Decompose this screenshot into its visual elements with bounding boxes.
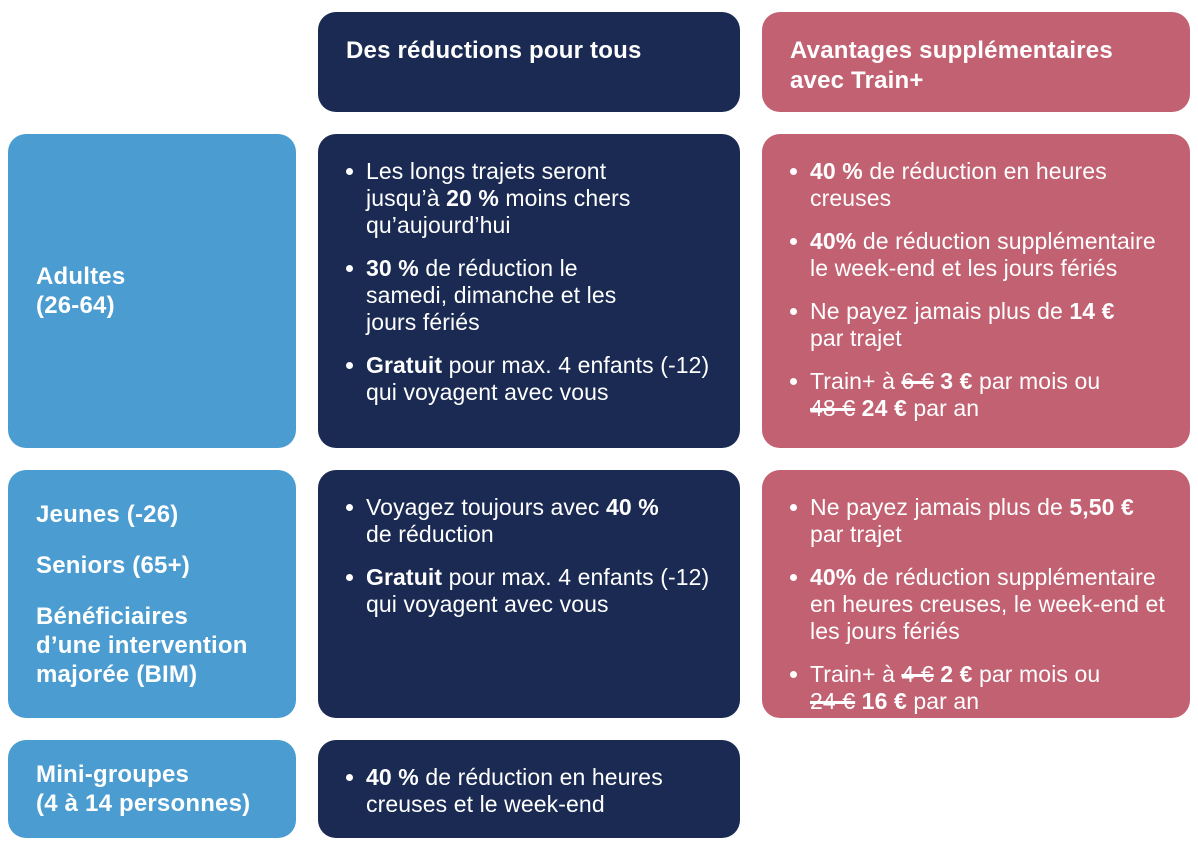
- bullets-adultes-everyone: Les longs trajets seront jusqu’à 20 % mo…: [318, 134, 740, 448]
- bullet-item: Ne payez jamais plus de 14 € par trajet: [788, 298, 1172, 352]
- audience-label: Adultes (26-64): [36, 263, 126, 319]
- column-header-trainplus: Avantages supplémentaires avec Train+: [762, 12, 1190, 112]
- empty-bottom-right-cell: [762, 740, 1190, 838]
- audience-mini-groupes: Mini-groupes (4 à 14 personnes): [8, 740, 296, 838]
- bullet-item: Gratuit pour max. 4 enfants (-12) qui vo…: [344, 564, 722, 618]
- bullet-item: 40 % de réduction en heures creuses et l…: [344, 764, 722, 818]
- bullets-jeunes-everyone: Voyagez toujours avec 40 % de réduction G…: [318, 470, 740, 718]
- bullet-item: 40 % de réduction en heures creuses: [788, 158, 1172, 212]
- empty-corner-cell: [8, 12, 296, 112]
- bullet-item: 30 % de réduction le samedi, dimanche et…: [344, 255, 722, 336]
- bullet-item: 40% de réduction supplémentaire le week-…: [788, 228, 1172, 282]
- bullets-adultes-trainplus: 40 % de réduction en heures creuses 40% d…: [762, 134, 1190, 448]
- bullet-item: Train+ à 6 € 3 € par mois ou 48 € 24 € p…: [788, 368, 1172, 422]
- bullets-jeunes-trainplus: Ne payez jamais plus de 5,50 € par traje…: [762, 470, 1190, 718]
- bullets-mini-groupes-everyone: 40 % de réduction en heures creuses et l…: [318, 740, 740, 838]
- bullet-item: Les longs trajets seront jusqu’à 20 % mo…: [344, 158, 722, 239]
- bullet-item: Gratuit pour max. 4 enfants (-12) qui vo…: [344, 352, 722, 406]
- bullet-item: Voyagez toujours avec 40 % de réduction: [344, 494, 722, 548]
- audience-jeunes-seniors-bim: Jeunes (-26) Seniors (65+) Bénéficiaires d…: [8, 470, 296, 718]
- audience-label: Bénéficiaires d’une intervention majorée…: [36, 602, 248, 688]
- bullet-item: Ne payez jamais plus de 5,50 € par traje…: [788, 494, 1172, 548]
- column-header-everyone: Des réductions pour tous: [318, 12, 740, 112]
- audience-adultes: Adultes (26-64): [8, 134, 296, 448]
- bullet-item: 40% de réduction supplémentaire en heure…: [788, 564, 1172, 645]
- audience-label: Mini-groupes (4 à 14 personnes): [36, 761, 251, 817]
- audience-label: Seniors (65+): [36, 551, 190, 579]
- audience-label: Jeunes (-26): [36, 500, 179, 528]
- bullet-item: Train+ à 4 € 2 € par mois ou 24 € 16 € p…: [788, 661, 1172, 715]
